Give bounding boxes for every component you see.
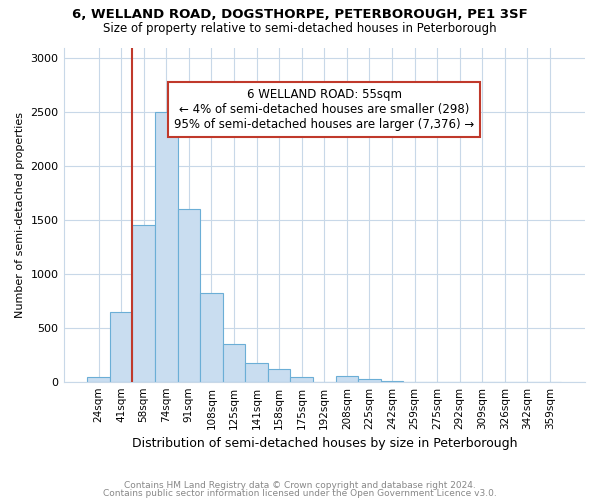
Text: 6, WELLAND ROAD, DOGSTHORPE, PETERBOROUGH, PE1 3SF: 6, WELLAND ROAD, DOGSTHORPE, PETERBOROUG… <box>72 8 528 20</box>
Bar <box>358 379 381 382</box>
Bar <box>335 376 358 382</box>
Bar <box>133 226 155 382</box>
Text: Contains public sector information licensed under the Open Government Licence v3: Contains public sector information licen… <box>103 488 497 498</box>
Bar <box>268 370 290 382</box>
Bar <box>290 377 313 382</box>
Text: 6 WELLAND ROAD: 55sqm
← 4% of semi-detached houses are smaller (298)
95% of semi: 6 WELLAND ROAD: 55sqm ← 4% of semi-detac… <box>174 88 475 130</box>
Bar <box>87 377 110 382</box>
Y-axis label: Number of semi-detached properties: Number of semi-detached properties <box>15 112 25 318</box>
Text: Size of property relative to semi-detached houses in Peterborough: Size of property relative to semi-detach… <box>103 22 497 35</box>
Bar <box>110 312 133 382</box>
Bar <box>223 344 245 382</box>
X-axis label: Distribution of semi-detached houses by size in Peterborough: Distribution of semi-detached houses by … <box>131 437 517 450</box>
Bar <box>200 292 223 382</box>
Bar <box>155 112 178 382</box>
Bar <box>178 209 200 382</box>
Text: Contains HM Land Registry data © Crown copyright and database right 2024.: Contains HM Land Registry data © Crown c… <box>124 481 476 490</box>
Bar <box>381 380 403 382</box>
Bar <box>245 363 268 382</box>
